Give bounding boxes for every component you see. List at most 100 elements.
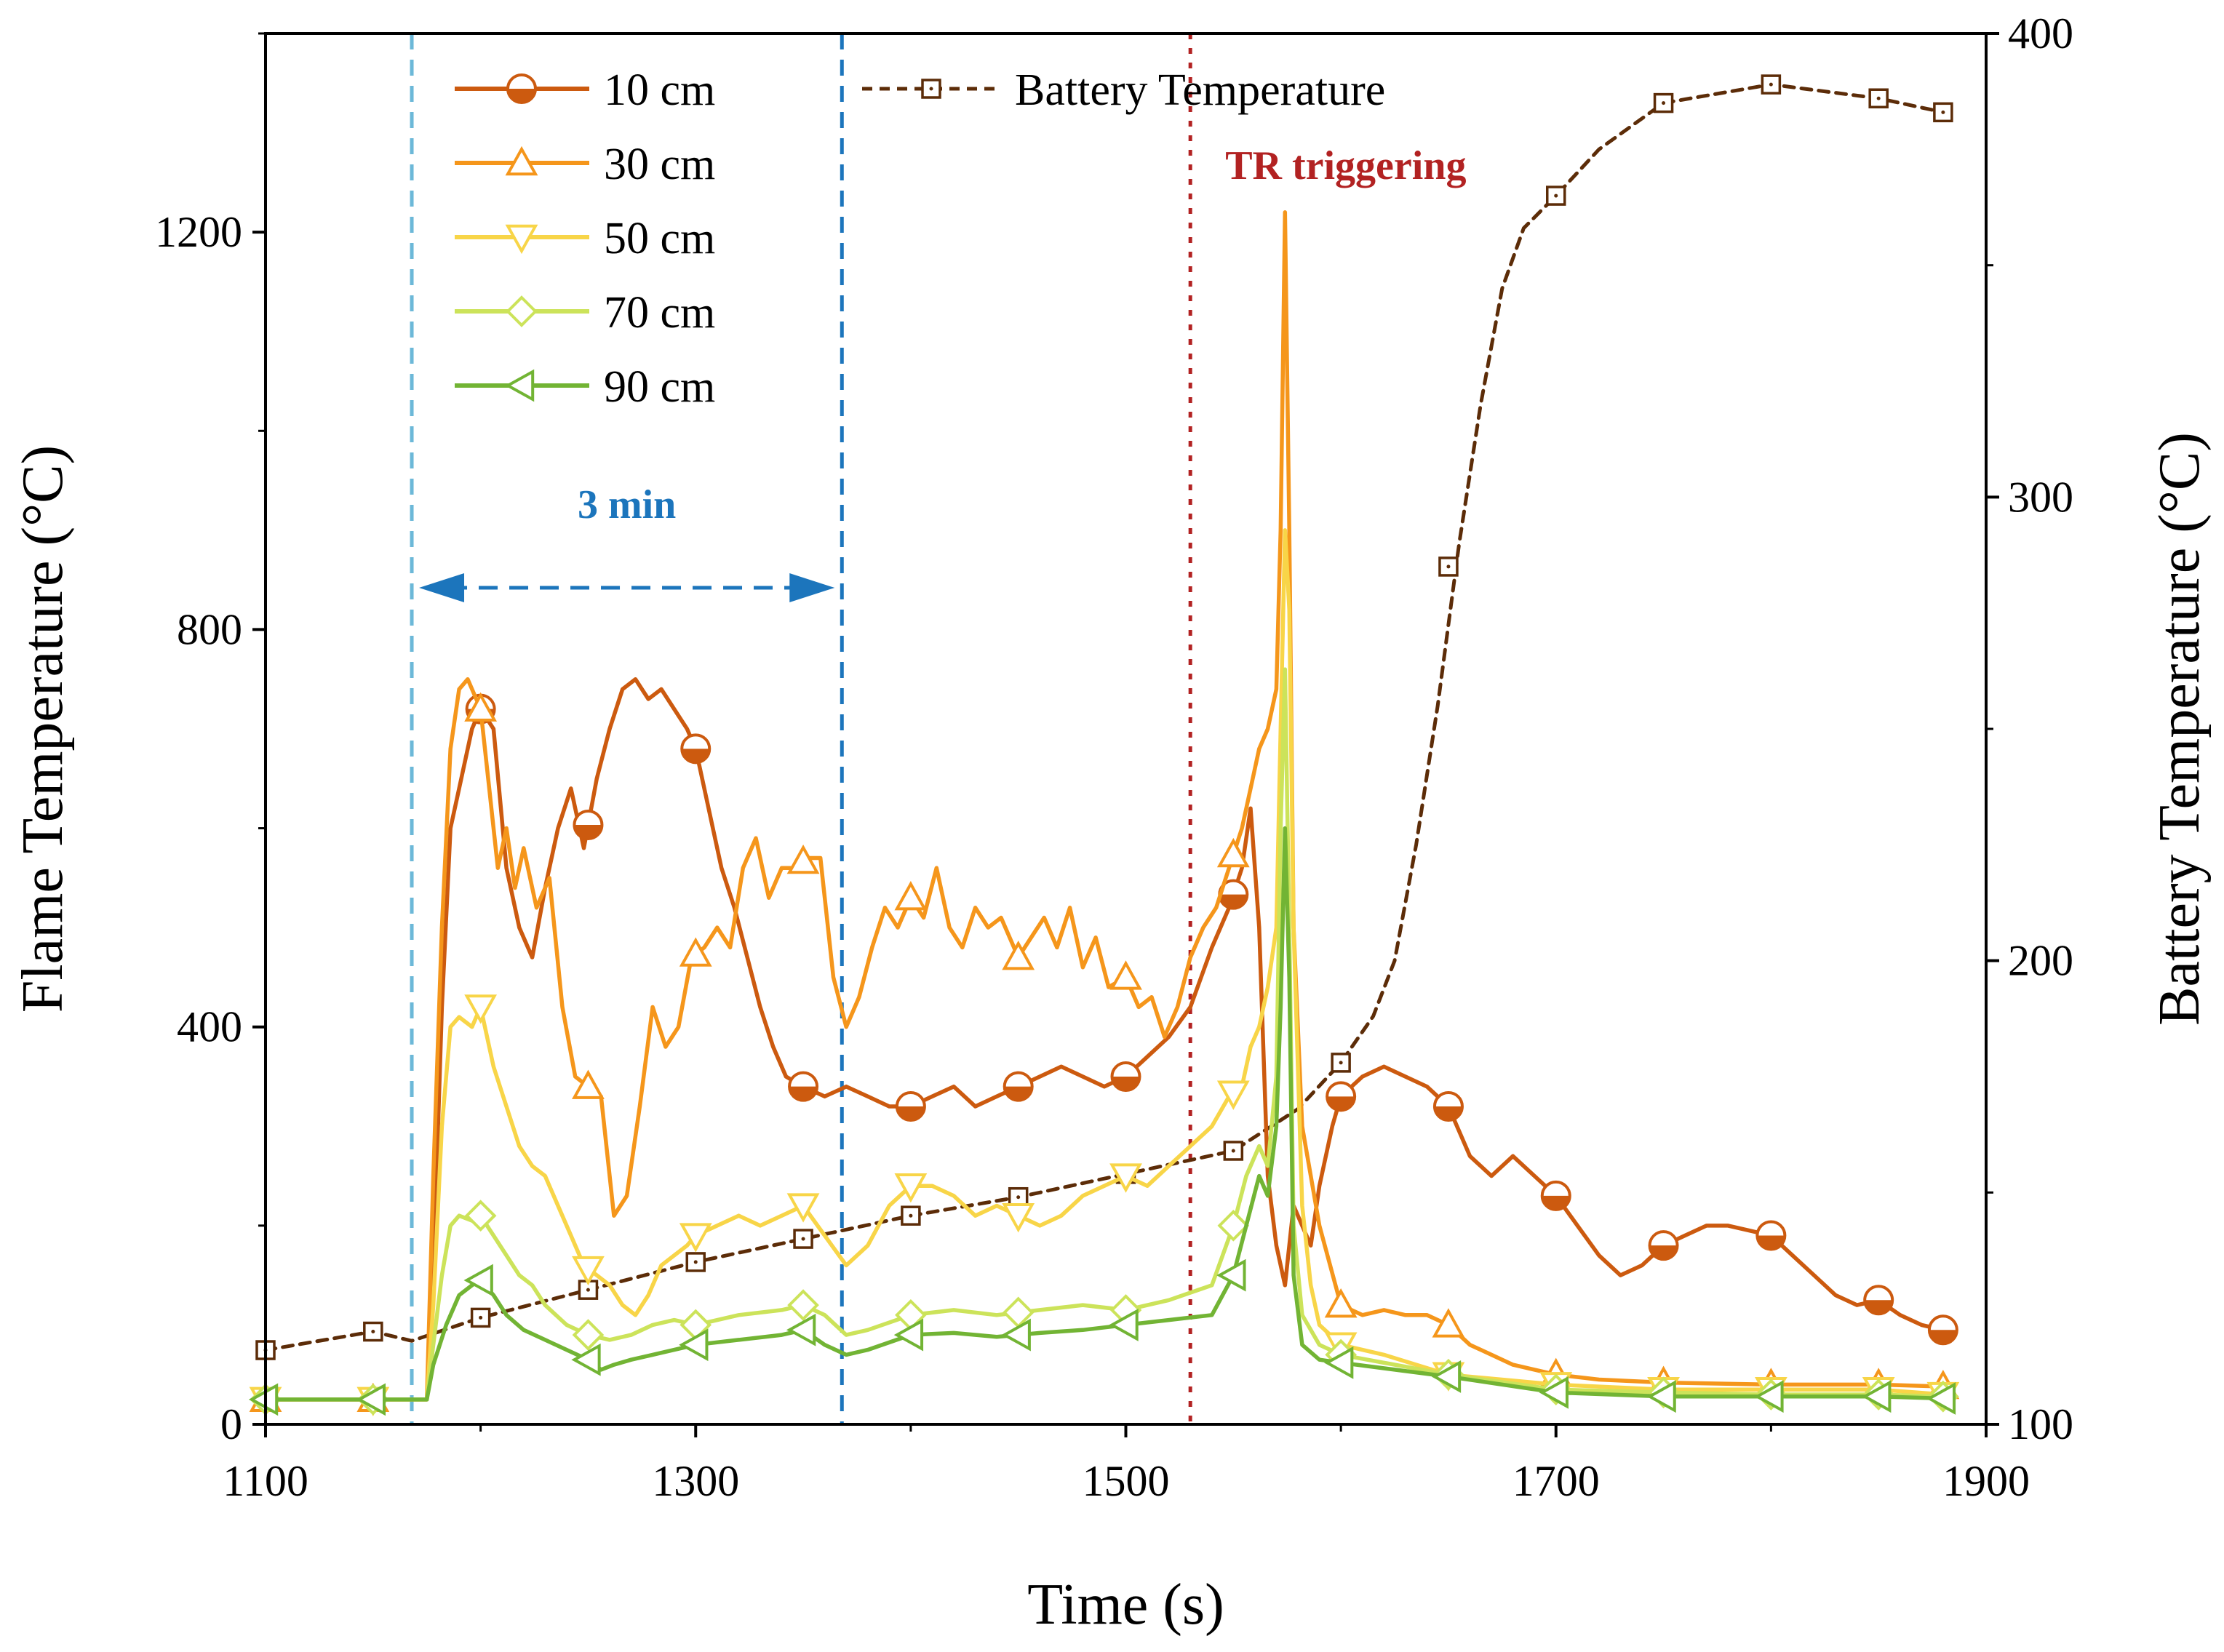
point-battery [363,1321,383,1342]
point-s70 [464,1200,497,1232]
marker-square-dot [1554,193,1558,198]
marker-half-circle-fill [1327,1096,1355,1111]
point-battery [685,1252,706,1272]
point-battery [1438,556,1459,577]
x-tick-label: 1500 [1083,1457,1170,1505]
point-s90 [893,1318,924,1352]
legend-marker [506,295,538,327]
legend-marker [504,369,535,402]
series-line-battery [263,82,1945,1352]
legend-label: Battery Temperature [1015,65,1385,115]
point-s50 [1002,1203,1035,1233]
series-battery [255,74,1953,1360]
marker-half-circle-fill [574,825,602,839]
marker-square-dot [1016,1195,1021,1200]
x-tick-label: 1300 [652,1457,739,1505]
point-s10 [895,1090,926,1122]
marker-half-circle-fill [682,749,710,763]
point-s10 [1755,1220,1787,1251]
point-s70 [572,1319,605,1351]
y-right-tick-label: 300 [2008,473,2073,521]
marker-half-circle-fill [1434,1106,1462,1120]
interval-arrow-left-head [419,573,465,602]
marker-square-outline [363,1321,383,1342]
y-right-tick-label: 100 [2008,1400,2073,1448]
point-s10 [788,1071,819,1102]
point-s90 [1431,1360,1462,1393]
point-s70 [787,1289,819,1321]
point-s10 [1863,1285,1894,1316]
marker-half-circle-fill [1865,1300,1893,1314]
point-s90 [463,1264,493,1297]
legend-label: 50 cm [604,214,715,263]
series-s10 [263,677,1958,1402]
marker-square-dot [1876,96,1881,100]
y-left-tick-label: 1200 [155,208,242,256]
series-s70 [250,667,1959,1416]
point-s10 [1648,1230,1679,1261]
point-battery [901,1205,921,1226]
point-s90 [356,1383,386,1416]
marker-square-dot [1941,110,1945,114]
marker-half-circle-fill [508,89,535,103]
point-s90 [1926,1382,1956,1415]
marker-half-circle-fill [1757,1235,1785,1250]
marker-half-circle-fill [1929,1330,1957,1344]
point-s10 [1432,1090,1464,1122]
x-tick-label: 1100 [223,1457,308,1505]
legend-marker [506,73,537,104]
series-line-s30 [263,210,1945,1402]
point-battery [1653,92,1674,113]
point-s10 [1927,1314,1958,1346]
point-s10 [1110,1061,1141,1092]
point-battery [1868,88,1889,108]
point-s50 [1109,1163,1142,1193]
point-s50 [679,1223,712,1253]
point-s10 [1540,1180,1571,1211]
marker-square-outline [685,1252,706,1272]
marker-square-dot [1339,1061,1343,1065]
legend-marker [921,79,941,99]
point-s10 [573,810,604,841]
y-axis-right-label: Battery Temperature (°C) [2148,432,2212,1026]
point-s50 [786,1193,820,1223]
point-s50 [1216,1080,1250,1110]
marker-square-dot [929,87,933,91]
series-line-s10 [263,677,1945,1402]
y-left-tick-label: 800 [177,605,242,653]
marker-half-circle-fill [1542,1195,1570,1210]
marker-square-dot [1769,82,1773,87]
legend-item-battery: Battery Temperature [862,65,1385,115]
marker-square-dot [801,1237,805,1241]
tr-triggering-label: TR triggering [1225,143,1466,188]
point-s10 [680,733,712,765]
marker-half-circle-fill [1112,1077,1140,1090]
marker-square-dot [693,1260,698,1264]
legend-item-s10: 10 cm [455,65,715,115]
marker-square-dot [1231,1149,1235,1153]
point-s90 [1109,1309,1139,1341]
y-axis-left-label: Flame Temperature (°C) [11,445,75,1013]
marker-half-circle-fill [789,1086,818,1101]
point-s30 [1109,960,1142,990]
marker-square-dot [586,1288,590,1292]
y-left-tick-label: 400 [177,1003,242,1051]
marker-half-circle-fill [896,1106,925,1120]
annotations: 3 min TR triggering [578,143,1466,527]
marker-square-dot [371,1330,375,1334]
marker-square-outline [1653,92,1674,113]
point-s30 [1002,940,1035,970]
point-s10 [1003,1071,1034,1102]
legend-item-s30: 30 cm [455,140,715,189]
point-s90 [1001,1318,1031,1352]
marker-half-circle-fill [1219,894,1248,909]
x-tick-label: 1700 [1512,1457,1600,1505]
legend-marker [505,224,538,255]
legend: 10 cm 30 cm 50 cm 70 cm 90 cm Battery Tempera… [455,65,1385,412]
point-s30 [679,937,712,967]
point-battery [1933,102,1953,123]
point-s90 [1324,1346,1354,1379]
x-tick-label: 1900 [1942,1457,2030,1505]
series-group [248,74,1960,1416]
